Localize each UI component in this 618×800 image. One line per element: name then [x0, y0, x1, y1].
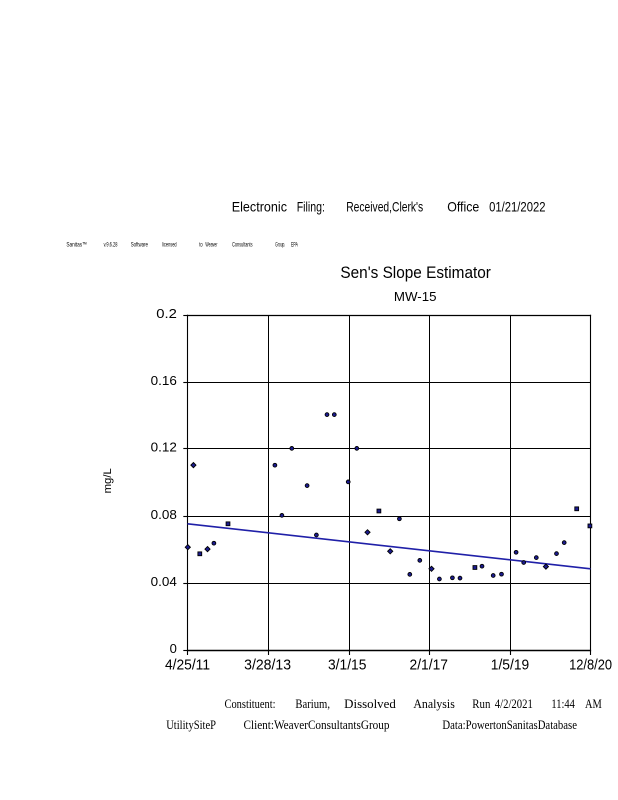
svg-text:Software: Software — [131, 242, 148, 249]
svg-text:0.04: 0.04 — [151, 574, 177, 589]
svg-text:0.2: 0.2 — [156, 306, 177, 321]
svg-text:v.9.6.28: v.9.6.28 — [104, 242, 118, 249]
svg-text:01/21/2022: 01/21/2022 — [489, 199, 546, 215]
svg-text:Sanitas™: Sanitas™ — [66, 242, 86, 249]
svg-text:0.08: 0.08 — [151, 507, 177, 522]
svg-text:Analysis: Analysis — [413, 697, 455, 711]
svg-text:licensed: licensed — [162, 242, 177, 249]
svg-text:Sen's Slope Estimator: Sen's Slope Estimator — [340, 263, 491, 282]
svg-text:3/28/13: 3/28/13 — [244, 657, 291, 674]
svg-text:2/1/17: 2/1/17 — [410, 657, 448, 674]
svg-text:EPA: EPA — [291, 242, 298, 249]
svg-text:mg/L: mg/L — [102, 468, 114, 493]
svg-text:4/25/11: 4/25/11 — [165, 657, 210, 674]
svg-text:Run: Run — [472, 697, 491, 711]
svg-text:3/1/15: 3/1/15 — [328, 657, 366, 674]
svg-text:Client:WeaverConsultantsGroup: Client:WeaverConsultantsGroup — [244, 718, 390, 732]
svg-text:Received,Clerk's: Received,Clerk's — [346, 199, 423, 215]
svg-text:Dissolved: Dissolved — [344, 697, 396, 711]
svg-text:0: 0 — [170, 641, 177, 656]
svg-text:4/2/2021: 4/2/2021 — [495, 697, 533, 711]
svg-text:Constituent:: Constituent: — [225, 697, 276, 711]
svg-text:Electronic: Electronic — [232, 199, 287, 215]
svg-text:Barium,: Barium, — [295, 697, 330, 711]
svg-text:Office: Office — [447, 199, 479, 215]
svg-text:Weaver: Weaver — [205, 242, 217, 249]
svg-text:to: to — [199, 242, 203, 249]
svg-text:MW-15: MW-15 — [394, 289, 437, 304]
svg-text:Filing:: Filing: — [297, 199, 325, 215]
svg-text:12/8/20: 12/8/20 — [569, 657, 612, 674]
svg-text:AM: AM — [585, 697, 602, 711]
svg-text:0.12: 0.12 — [151, 440, 177, 455]
svg-text:Group.: Group. — [275, 242, 285, 249]
svg-text:1/5/19: 1/5/19 — [491, 657, 529, 674]
svg-text:0.16: 0.16 — [151, 373, 177, 388]
svg-text:Data:PowertonSanitasDatabase: Data:PowertonSanitasDatabase — [442, 718, 577, 732]
svg-text:UtilitySiteP: UtilitySiteP — [166, 718, 216, 732]
svg-text:Consultants: Consultants — [232, 242, 253, 249]
svg-text:11:44: 11:44 — [551, 697, 575, 711]
